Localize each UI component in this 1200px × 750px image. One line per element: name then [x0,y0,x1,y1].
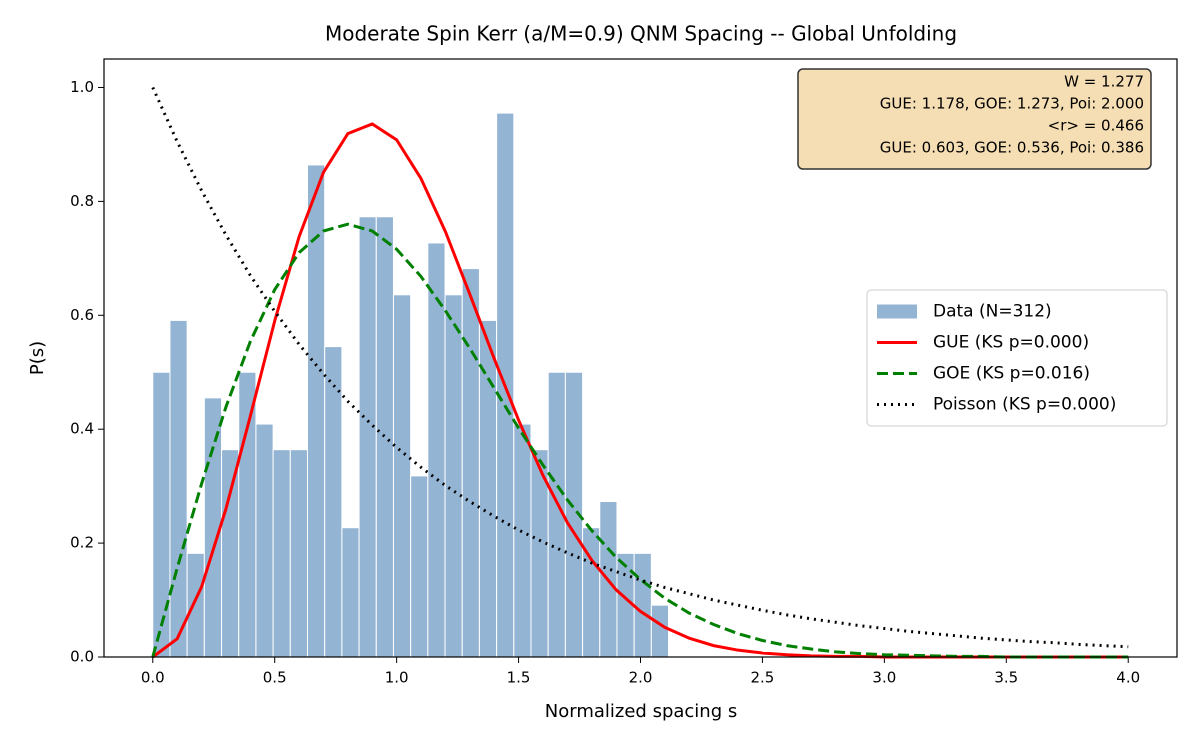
x-tick-label: 1.0 [385,669,409,687]
x-tick-label: 0.5 [263,669,287,687]
legend-label: Data (N=312) [933,302,1052,322]
annotation-box [797,68,1152,170]
legend: Data (N=312) GUE (KS p=0.000) GOE (KS p=0.… [866,289,1168,427]
bar [221,449,240,658]
bar [324,346,343,658]
bar [444,294,463,658]
y-tick-label: 0.4 [70,420,94,438]
bar [461,268,480,658]
bar [272,449,291,658]
x-tick-label: 1.5 [507,669,531,687]
bar [375,216,394,658]
y-tick-label: 0.0 [70,648,94,666]
x-tick-label: 4.0 [1116,669,1140,687]
y-tick-label: 0.2 [70,534,94,552]
x-axis-label: Normalized spacing s [545,701,737,722]
bar [650,604,670,658]
annotation-text: <r> = 0.466 [1048,117,1144,135]
legend-swatch [877,304,917,319]
x-tick-label: 3.0 [872,669,896,687]
x-tick-label: 2.0 [629,669,653,687]
plot-frame [103,58,1178,658]
bar [186,552,205,658]
bar [392,294,412,658]
legend-box [866,289,1168,427]
bar [513,423,532,658]
x-tick-label: 0.0 [141,669,165,687]
y-tick-label: 0.8 [70,192,94,210]
bar [169,319,188,658]
bar [582,527,601,658]
bar [341,527,360,658]
bar [358,216,377,658]
bar [238,371,257,658]
bar [289,449,309,658]
y-tick-label: 1.0 [70,78,94,96]
x-tick-label: 3.5 [994,669,1018,687]
legend-label: Poisson (KS p=0.000) [933,395,1116,415]
legend-label: GUE (KS p=0.000) [933,333,1089,353]
bar [633,552,652,658]
annotation-text: GUE: 1.178, GOE: 1.273, Poi: 2.000 [880,95,1144,113]
legend-label: GOE (KS p=0.016) [933,364,1090,384]
bar [152,371,171,658]
bar [255,423,274,658]
y-tick-label: 0.6 [70,306,94,324]
y-axis-label: P(s) [27,341,48,375]
x-tick-label: 2.5 [751,669,775,687]
annotation-text: GUE: 0.603, GOE: 0.536, Poi: 0.386 [880,139,1144,157]
annotation-text: W = 1.277 [1064,73,1144,91]
bar [410,475,429,658]
chart-title: Moderate Spin Kerr (a/M=0.9) QNM Spacing… [325,22,957,46]
